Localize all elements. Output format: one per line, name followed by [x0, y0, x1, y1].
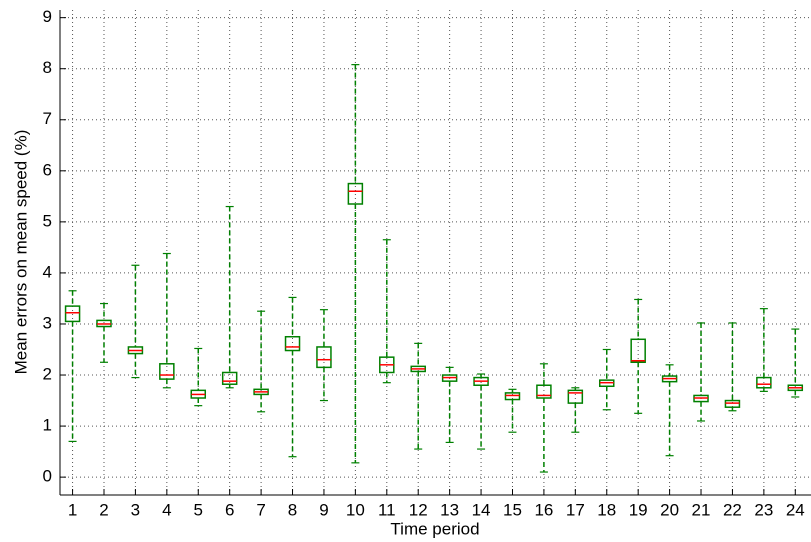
- x-tick-label: 7: [256, 500, 265, 519]
- x-tick-label: 12: [409, 500, 428, 519]
- box: [756, 376, 772, 389]
- x-tick-label: 10: [346, 500, 365, 519]
- y-axis-label: Mean errors on mean speed (%): [11, 130, 30, 375]
- x-tick-label: 6: [225, 500, 234, 519]
- box: [316, 346, 332, 369]
- box: [724, 399, 741, 408]
- y-tick-label: 4: [43, 262, 52, 281]
- x-tick-label: 4: [162, 500, 171, 519]
- x-tick-label: 8: [288, 500, 297, 519]
- box: [221, 371, 238, 385]
- box: [567, 389, 584, 404]
- x-tick-label: 5: [194, 500, 203, 519]
- x-tick-label: 3: [131, 500, 140, 519]
- y-tick-label: 8: [43, 58, 52, 77]
- x-tick-label: 11: [378, 500, 396, 519]
- x-tick-label: 24: [786, 500, 805, 519]
- box: [630, 338, 646, 364]
- x-tick-label: 23: [754, 500, 773, 519]
- y-tick-label: 5: [43, 211, 52, 230]
- box: [64, 305, 81, 323]
- y-tick-label: 0: [43, 467, 52, 486]
- box: [536, 384, 552, 399]
- x-tick-label: 17: [566, 500, 585, 519]
- box: [347, 182, 364, 205]
- x-axis-label: Time period: [390, 519, 479, 538]
- y-tick-label: 9: [43, 7, 52, 26]
- x-tick-label: 2: [99, 500, 108, 519]
- x-tick-label: 22: [723, 500, 742, 519]
- y-tick-label: 2: [43, 365, 52, 384]
- x-tick-label: 1: [68, 500, 77, 519]
- x-tick-label: 19: [629, 500, 648, 519]
- box: [284, 335, 301, 352]
- x-tick-label: 13: [440, 500, 459, 519]
- x-tick-label: 18: [597, 500, 616, 519]
- x-tick-label: 15: [503, 500, 522, 519]
- y-tick-label: 3: [43, 313, 52, 332]
- x-tick-label: 9: [319, 500, 328, 519]
- x-tick-label: 21: [692, 500, 711, 519]
- y-tick-label: 1: [43, 416, 52, 435]
- box: [159, 363, 175, 380]
- box: [504, 392, 521, 401]
- x-tick-label: 16: [534, 500, 553, 519]
- x-tick-label: 14: [472, 500, 491, 519]
- y-tick-label: 6: [43, 160, 52, 179]
- y-tick-label: 7: [43, 109, 52, 128]
- x-tick-label: 20: [660, 500, 679, 519]
